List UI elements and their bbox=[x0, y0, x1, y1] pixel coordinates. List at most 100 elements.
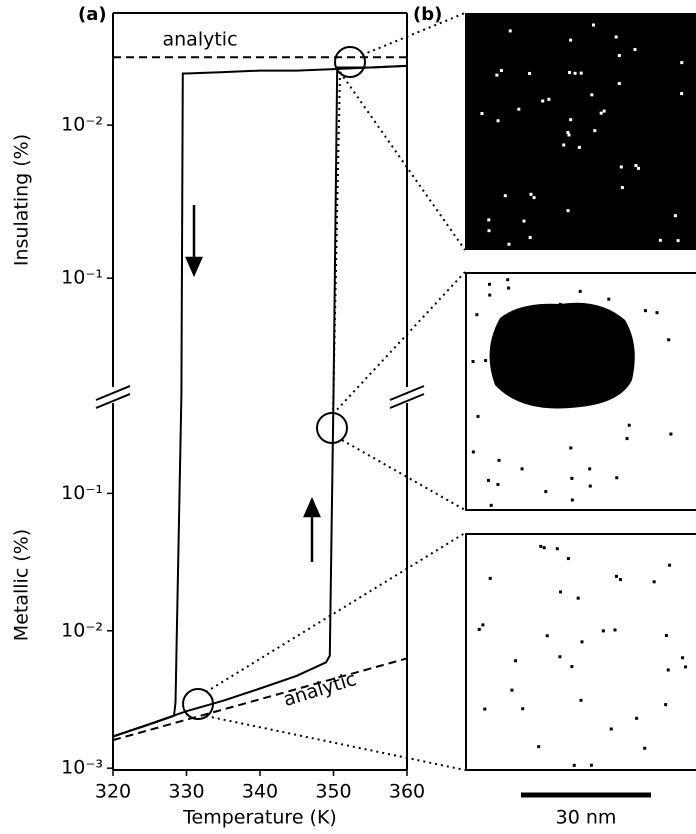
data-line bbox=[112, 394, 183, 738]
panel-label: (a) bbox=[78, 4, 107, 25]
spin bbox=[598, 378, 602, 382]
x-tick-label: 350 bbox=[315, 781, 351, 803]
spin bbox=[545, 634, 549, 638]
spin bbox=[609, 727, 613, 731]
spin bbox=[614, 35, 618, 39]
spin bbox=[599, 384, 603, 388]
spin bbox=[559, 590, 563, 594]
spin bbox=[510, 347, 514, 351]
spin bbox=[580, 640, 584, 644]
spin bbox=[617, 54, 621, 58]
spin bbox=[643, 309, 647, 313]
spin bbox=[488, 576, 492, 580]
spin bbox=[517, 107, 521, 111]
spin bbox=[588, 467, 592, 471]
data-line bbox=[332, 64, 408, 396]
spin bbox=[531, 389, 535, 393]
y-axis-label: Insulating (%) bbox=[11, 134, 33, 266]
spin bbox=[558, 655, 562, 659]
spin bbox=[487, 229, 491, 233]
spin bbox=[477, 627, 481, 631]
spin bbox=[495, 73, 499, 77]
spin bbox=[537, 745, 541, 749]
spin bbox=[529, 192, 533, 196]
spin bbox=[471, 360, 475, 364]
data-line bbox=[180, 64, 408, 396]
panel-label: (b) bbox=[413, 4, 442, 25]
spin bbox=[489, 503, 493, 507]
spin bbox=[566, 364, 570, 368]
spin bbox=[590, 93, 594, 97]
spin bbox=[475, 313, 479, 317]
spin bbox=[599, 111, 603, 115]
spin bbox=[522, 219, 526, 223]
spin bbox=[591, 23, 595, 27]
spin bbox=[481, 623, 485, 627]
metallic-domain bbox=[489, 302, 635, 409]
spin bbox=[484, 359, 488, 363]
spin bbox=[497, 458, 501, 462]
spin bbox=[558, 302, 562, 306]
spin bbox=[667, 338, 671, 342]
spin bbox=[570, 665, 574, 669]
spin bbox=[508, 29, 512, 33]
spin bbox=[566, 131, 570, 135]
simulation-snapshots bbox=[465, 13, 696, 771]
snapshot bbox=[465, 13, 696, 250]
spin bbox=[669, 432, 673, 436]
spin bbox=[684, 665, 688, 669]
spin bbox=[544, 490, 548, 494]
spin bbox=[588, 484, 592, 488]
spin bbox=[620, 186, 624, 190]
spin bbox=[555, 547, 559, 551]
spin bbox=[576, 596, 580, 600]
spin bbox=[627, 423, 631, 427]
spin bbox=[635, 716, 639, 720]
spin bbox=[541, 99, 545, 103]
spin bbox=[487, 282, 491, 286]
x-tick-label: 340 bbox=[242, 781, 278, 803]
spin bbox=[503, 194, 507, 198]
spin bbox=[666, 668, 670, 672]
spin bbox=[567, 133, 571, 137]
annotation: analytic bbox=[162, 29, 237, 51]
spin bbox=[634, 163, 638, 167]
spin bbox=[633, 48, 637, 52]
spin bbox=[532, 196, 536, 200]
spin bbox=[507, 286, 511, 290]
spin bbox=[539, 544, 543, 548]
spin bbox=[664, 633, 668, 637]
spin bbox=[643, 746, 647, 750]
spin bbox=[618, 578, 622, 582]
spin bbox=[575, 372, 579, 376]
spin bbox=[569, 38, 573, 42]
spin bbox=[676, 239, 680, 243]
scale-bar-label: 30 nm bbox=[556, 807, 617, 829]
y-tick-label: 10⁻³ bbox=[61, 757, 103, 779]
spin bbox=[520, 467, 524, 471]
spin bbox=[507, 242, 511, 246]
spin bbox=[636, 166, 640, 170]
spin bbox=[617, 82, 621, 86]
spin bbox=[681, 656, 685, 660]
spin bbox=[619, 165, 623, 169]
spin bbox=[496, 482, 500, 486]
spin bbox=[655, 311, 659, 315]
spin bbox=[625, 437, 629, 441]
spin bbox=[680, 92, 684, 96]
highlight-circle bbox=[182, 46, 366, 720]
data-line bbox=[112, 394, 335, 738]
spin bbox=[572, 763, 576, 767]
spin bbox=[680, 61, 684, 65]
zoom-line bbox=[205, 12, 466, 771]
spin bbox=[547, 97, 551, 101]
analytic-line bbox=[112, 657, 408, 742]
spin bbox=[483, 707, 487, 711]
y-tick-label: 10⁻¹ bbox=[61, 482, 103, 504]
spin bbox=[602, 109, 606, 113]
spin bbox=[569, 446, 573, 450]
spin bbox=[496, 119, 500, 123]
spin bbox=[487, 218, 491, 222]
y-axis-label: Metallic (%) bbox=[11, 529, 33, 641]
